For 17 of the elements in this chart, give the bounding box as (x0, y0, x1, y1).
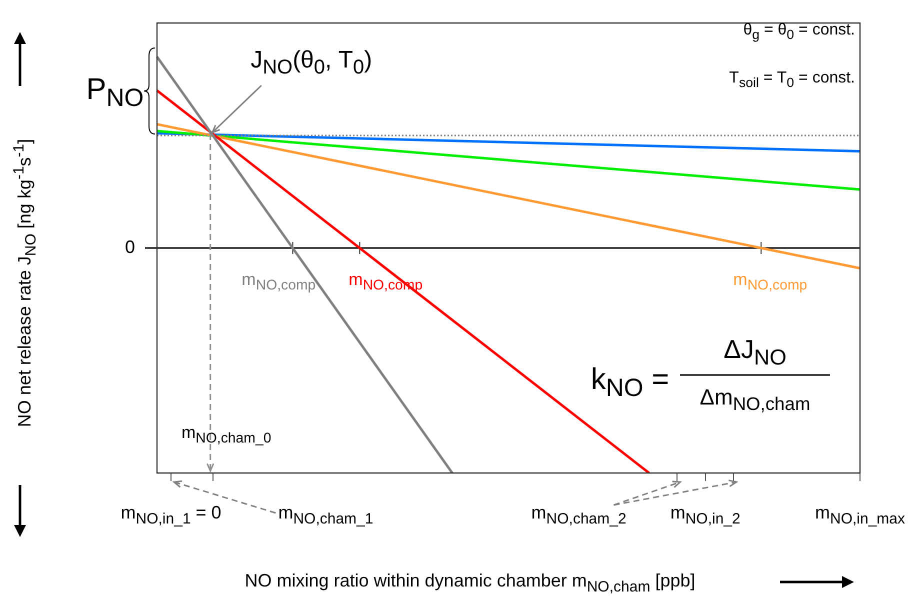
annotation: T$_{soil}$ = T$_{0}$ = const. (729, 70, 855, 90)
ref-line-label: 0 (124, 236, 135, 257)
annotation: ΔJ$_{NO}$ (724, 334, 786, 370)
x-tick-label: m$_{NO,in_max}$ (814, 502, 906, 528)
annotation: k$_{NO}$ = (590, 363, 670, 402)
annotation: Δm$_{NO,cham}$ (700, 384, 810, 414)
x-tick-label: m$_{NO,cham_1}$ (278, 502, 374, 528)
annotation: m$_{NO,comp}$ (242, 270, 316, 294)
x-tick-label: m$_{NO,cham_2}$ (531, 502, 626, 528)
annotation: J$_{NO}$(θ$_{0}$, T$_{0}$) (250, 46, 372, 78)
text: θ$_{g}$ = θ$_{0}$ = const. (743, 22, 855, 42)
x-tick-label: m$_{NO,in_1}$ = 0 (120, 502, 222, 528)
annotation: m$_{NO,comp}$ (733, 270, 808, 294)
x-axis-title: NO mixing ratio within dynamic chamber m$_{NO,cham}$ [ppb] (244, 570, 696, 596)
x-tick-label: m$_{NO,in_2}$ (670, 502, 740, 528)
text: P$_{NO}$ (86, 73, 144, 112)
annotation: m$_{NO,cham_0}$ (182, 423, 272, 447)
